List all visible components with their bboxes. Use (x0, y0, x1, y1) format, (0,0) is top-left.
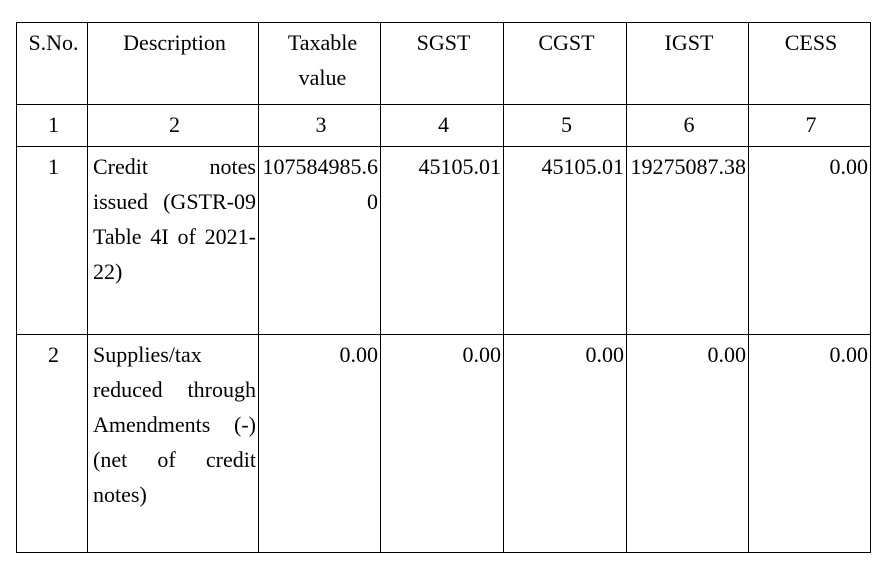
cess-cell: 0.00 (748, 334, 871, 553)
cgst-cell: 0.00 (503, 334, 627, 553)
column-number: 3 (258, 104, 381, 147)
igst-cell: 0.00 (626, 334, 749, 553)
header-description: Description (87, 22, 259, 105)
column-number: 6 (626, 104, 749, 147)
table-row: 2 Supplies/tax reduced through Amendment… (16, 334, 871, 553)
header-cess: CESS (748, 22, 871, 105)
column-number: 4 (380, 104, 504, 147)
column-number: 7 (748, 104, 871, 147)
description-cell: Credit notes issued (GSTR-09 Table 4I of… (87, 146, 259, 335)
column-number: 2 (87, 104, 259, 147)
cgst-cell: 45105.01 (503, 146, 627, 335)
sno-cell: 2 (16, 334, 88, 553)
sgst-cell: 0.00 (380, 334, 504, 553)
description-cell: Supplies/tax reduced through Amendments … (87, 334, 259, 553)
taxable-value-cell: 0.00 (258, 334, 381, 553)
taxable-value-cell: 107584985.60 (258, 146, 381, 335)
table-row: 1 Credit notes issued (GSTR-09 Table 4I … (16, 146, 871, 335)
cess-cell: 0.00 (748, 146, 871, 335)
column-number: 1 (16, 104, 88, 147)
credit-notes-table: S.No. Description Taxable value SGST CGS… (16, 22, 871, 553)
header-taxable-value: Taxable value (258, 22, 381, 105)
header-row: S.No. Description Taxable value SGST CGS… (16, 22, 871, 105)
sgst-cell: 45105.01 (380, 146, 504, 335)
header-sgst: SGST (380, 22, 504, 105)
header-cgst: CGST (503, 22, 627, 105)
header-sno: S.No. (16, 22, 88, 105)
header-igst: IGST (626, 22, 749, 105)
igst-cell: 19275087.38 (626, 146, 749, 335)
column-number-row: 1 2 3 4 5 6 7 (16, 104, 871, 147)
column-number: 5 (503, 104, 627, 147)
sno-cell: 1 (16, 146, 88, 335)
